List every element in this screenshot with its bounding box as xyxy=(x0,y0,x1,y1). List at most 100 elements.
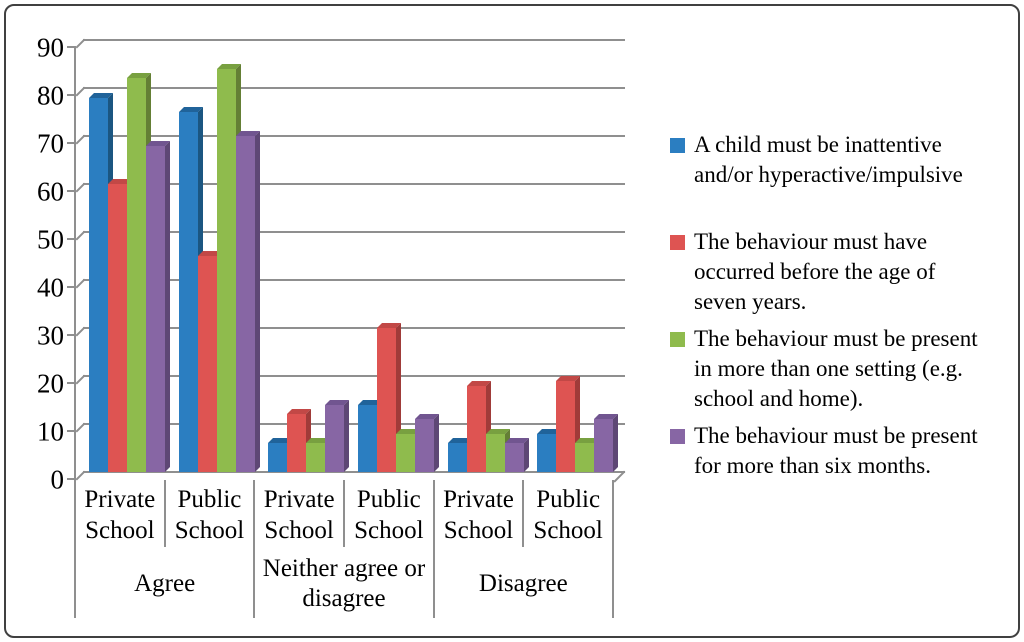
bar-series-3 xyxy=(127,78,146,472)
y-tick-label: 50 xyxy=(37,224,64,255)
y-tick-label: 0 xyxy=(50,464,65,495)
bar-series-4 xyxy=(235,136,255,472)
category-group-label: Disagree xyxy=(478,569,568,597)
category-separator xyxy=(163,480,166,547)
bar-series-2 xyxy=(287,414,307,472)
bar-series-2 xyxy=(197,256,217,472)
gridline xyxy=(67,230,625,241)
bar-group xyxy=(447,385,524,472)
legend-label: The behaviour must have occurred before … xyxy=(694,229,936,314)
category-separator xyxy=(343,480,345,547)
bar-series-2 xyxy=(377,328,396,472)
y-axis-tick xyxy=(67,430,76,432)
gridline-depth-notch xyxy=(75,374,86,385)
y-axis-tick xyxy=(67,46,76,48)
category-group-label: Neither agree or disagree xyxy=(262,554,426,612)
legend-label: The behaviour must be present in more th… xyxy=(694,326,978,411)
plot-area xyxy=(67,38,626,483)
y-axis-tick xyxy=(67,478,76,480)
y-tick-label: 90 xyxy=(37,32,64,63)
legend-item: A child must be inattentive and/or hyper… xyxy=(670,130,1020,227)
gridline xyxy=(67,326,625,337)
bar-series-4 xyxy=(504,443,524,472)
category-cell: Public School xyxy=(354,485,424,544)
gridline xyxy=(67,38,625,49)
gridline-depth-notch xyxy=(75,470,86,481)
y-axis-line xyxy=(74,47,76,618)
legend-label: The behaviour must be present for more t… xyxy=(694,423,978,478)
y-tick-label: 20 xyxy=(37,368,64,399)
legend-swatch xyxy=(670,332,685,347)
gridline xyxy=(67,86,625,97)
gridline xyxy=(67,278,625,289)
y-axis-tick xyxy=(67,190,76,192)
legend-swatch xyxy=(670,429,685,444)
gridline-depth-notch xyxy=(75,326,86,337)
legend-swatch xyxy=(670,235,685,250)
bar-series-2 xyxy=(108,184,127,472)
y-axis-tick xyxy=(67,94,76,96)
bar-series-1 xyxy=(447,443,467,472)
category-separator xyxy=(522,480,525,547)
legend: A child must be inattentive and/or hyper… xyxy=(670,130,1020,518)
gridline-depth-notch xyxy=(75,182,86,193)
gridline-depth-notch xyxy=(75,134,86,145)
bar-series-3 xyxy=(575,443,595,472)
y-tick-label: 70 xyxy=(37,128,64,159)
legend-swatch xyxy=(670,138,685,153)
gridline xyxy=(67,374,625,385)
bar-series-4 xyxy=(594,419,614,472)
bar-series-1 xyxy=(178,112,198,472)
bar-series-1 xyxy=(268,443,288,472)
category-cell: Public School xyxy=(533,485,603,544)
category-separator xyxy=(253,480,256,618)
bar-group xyxy=(268,404,345,472)
category-cell: Private School xyxy=(443,485,514,544)
bar-series-3 xyxy=(306,443,326,472)
bar-series-1 xyxy=(537,433,557,472)
y-tick-label: 30 xyxy=(37,320,64,351)
gridline xyxy=(67,422,625,433)
bar-series-3 xyxy=(216,68,236,472)
y-axis-tick xyxy=(67,286,76,288)
gridline xyxy=(67,134,625,145)
floor-right-edge xyxy=(613,470,626,483)
bar-series-3 xyxy=(396,433,415,472)
category-cell: Private School xyxy=(84,485,156,544)
legend-item: The behaviour must be present for more t… xyxy=(670,421,1020,518)
gridline xyxy=(67,470,626,483)
legend-item: The behaviour must have occurred before … xyxy=(670,227,1020,324)
gridline-depth-notch xyxy=(75,230,86,241)
bar-series-3 xyxy=(485,433,505,472)
gridline-depth-notch xyxy=(75,38,86,49)
bar-series-2 xyxy=(556,380,576,472)
gridline-depth-notch xyxy=(75,422,86,433)
gridline xyxy=(67,182,625,193)
legend-label: A child must be inattentive and/or hyper… xyxy=(694,132,963,187)
y-axis-tick xyxy=(67,238,76,240)
category-cell: Private School xyxy=(263,485,335,544)
bar-series-4 xyxy=(325,404,345,472)
y-axis-tick xyxy=(67,382,76,384)
bar-group xyxy=(537,380,614,472)
category-axis: Private School Public School Agree Private … xyxy=(75,480,614,618)
category-group-label: Agree xyxy=(134,569,196,597)
y-axis-tick xyxy=(67,334,76,336)
category-separator xyxy=(432,480,435,618)
y-axis-labels: 0 10 20 30 40 50 60 70 80 90 xyxy=(6,34,65,500)
gridline-depth-notch xyxy=(75,86,86,97)
bar-series-4 xyxy=(146,145,165,472)
category-cell: Public School xyxy=(174,485,245,544)
bar-series-2 xyxy=(466,385,486,472)
gridline-depth-notch xyxy=(75,278,86,289)
y-tick-label: 80 xyxy=(37,80,64,111)
y-axis-tick xyxy=(67,142,76,144)
y-tick-label: 60 xyxy=(37,176,64,207)
bar-group xyxy=(178,68,255,472)
bar-series-1 xyxy=(89,97,108,472)
y-tick-label: 40 xyxy=(37,272,64,303)
bar-group xyxy=(358,328,434,472)
bar-group xyxy=(89,78,165,472)
bar-series-4 xyxy=(415,419,434,472)
